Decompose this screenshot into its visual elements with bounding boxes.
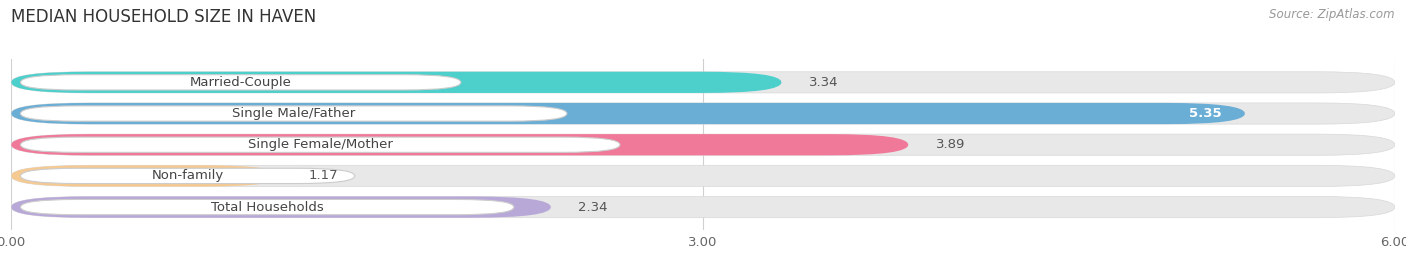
FancyBboxPatch shape: [11, 134, 908, 155]
Text: 3.89: 3.89: [936, 138, 966, 151]
FancyBboxPatch shape: [11, 165, 1395, 187]
Text: Non-family: Non-family: [152, 169, 224, 183]
FancyBboxPatch shape: [11, 72, 1395, 93]
Text: 5.35: 5.35: [1189, 107, 1222, 120]
Text: Married-Couple: Married-Couple: [190, 76, 291, 89]
Text: Source: ZipAtlas.com: Source: ZipAtlas.com: [1270, 8, 1395, 21]
FancyBboxPatch shape: [21, 106, 567, 121]
FancyBboxPatch shape: [11, 134, 1395, 155]
Text: 1.17: 1.17: [309, 169, 339, 183]
FancyBboxPatch shape: [21, 137, 620, 152]
FancyBboxPatch shape: [11, 196, 1395, 218]
Text: 2.34: 2.34: [578, 200, 607, 214]
Text: Single Male/Father: Single Male/Father: [232, 107, 356, 120]
Text: Total Households: Total Households: [211, 200, 323, 214]
FancyBboxPatch shape: [11, 165, 281, 187]
FancyBboxPatch shape: [11, 196, 551, 218]
Text: Single Female/Mother: Single Female/Mother: [247, 138, 392, 151]
FancyBboxPatch shape: [11, 103, 1395, 124]
FancyBboxPatch shape: [21, 75, 461, 90]
Text: MEDIAN HOUSEHOLD SIZE IN HAVEN: MEDIAN HOUSEHOLD SIZE IN HAVEN: [11, 8, 316, 26]
FancyBboxPatch shape: [21, 168, 354, 184]
FancyBboxPatch shape: [11, 72, 782, 93]
Text: 3.34: 3.34: [808, 76, 838, 89]
FancyBboxPatch shape: [21, 199, 515, 215]
FancyBboxPatch shape: [11, 103, 1244, 124]
